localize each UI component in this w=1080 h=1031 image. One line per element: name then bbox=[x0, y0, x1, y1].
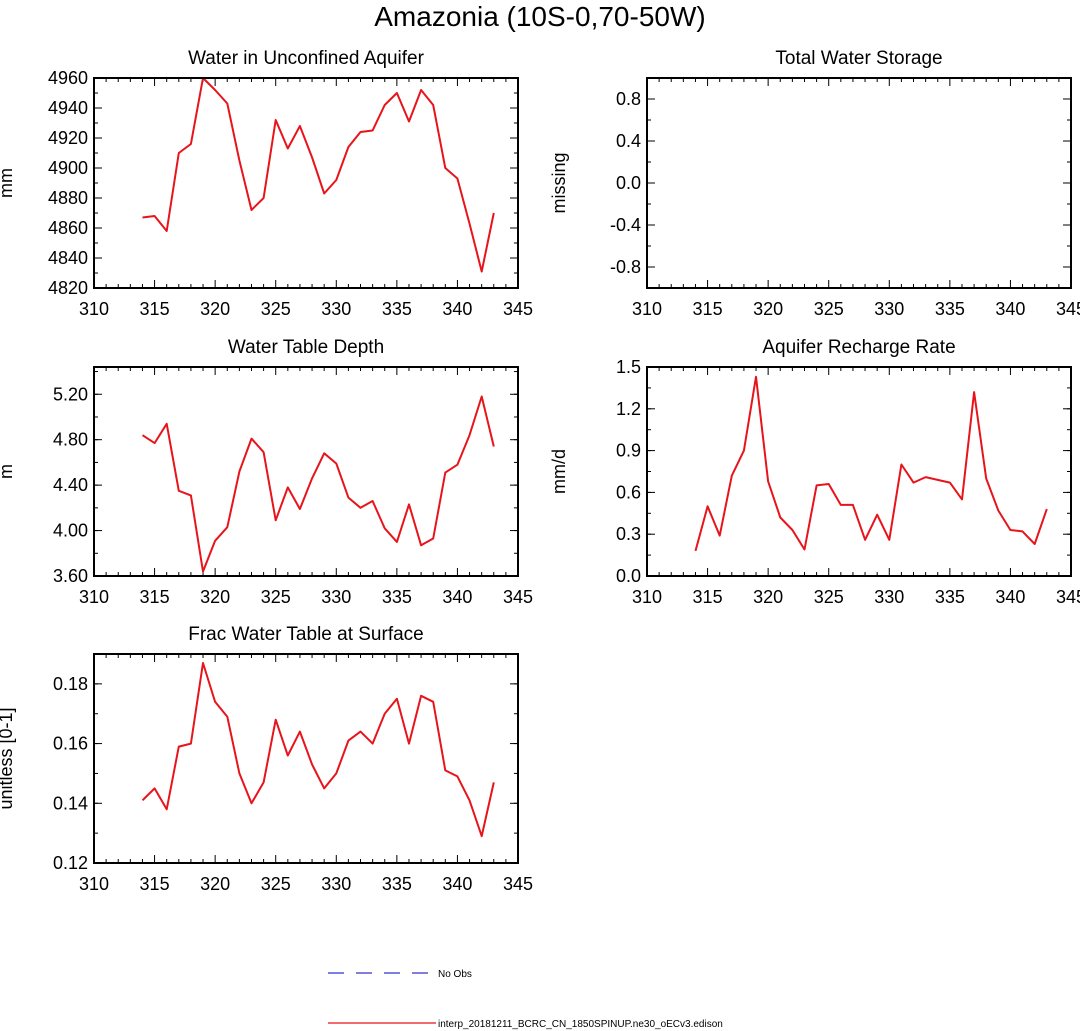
plot-frame bbox=[646, 366, 1072, 577]
figure-title: Amazonia (10S-0,70-50W) bbox=[374, 1, 706, 32]
x-tick-label: 345 bbox=[1056, 299, 1080, 319]
y-tick-label: 1.5 bbox=[616, 357, 641, 377]
y-axis-label: mm bbox=[0, 168, 16, 198]
panel-3: Water Table Depth m 310 315 320 325 330 335 340 3… bbox=[0, 337, 533, 607]
x-tick-label: 315 bbox=[140, 587, 170, 607]
legend-label-case: interp_20181211_BCRC_CN_1850SPINUP.ne30_… bbox=[438, 1019, 723, 1030]
y-axis-label: m bbox=[0, 464, 16, 479]
y-axis-label: missing bbox=[549, 152, 569, 213]
x-tick-label: 330 bbox=[874, 299, 904, 319]
plot-frame bbox=[93, 653, 519, 864]
x-tick-label: 315 bbox=[693, 299, 723, 319]
x-tick-label: 310 bbox=[79, 299, 109, 319]
x-tick-label: 330 bbox=[321, 587, 351, 607]
plot-frame bbox=[646, 77, 1072, 289]
x-tick-label: 335 bbox=[935, 587, 965, 607]
x-tick-label: 340 bbox=[995, 587, 1025, 607]
y-tick-label: 4960 bbox=[48, 68, 88, 88]
x-tick-label: 325 bbox=[261, 587, 291, 607]
y-tick-label: 0.0 bbox=[616, 566, 641, 586]
y-tick-label: 0.8 bbox=[616, 89, 641, 109]
y-tick-label: 0.9 bbox=[616, 441, 641, 461]
x-tick-label: 310 bbox=[79, 587, 109, 607]
x-tick-label: 340 bbox=[442, 874, 472, 894]
y-tick-label: -0.4 bbox=[610, 215, 641, 235]
panel-1: Water in Unconfined Aquifer mm 310 315 320 32… bbox=[0, 48, 533, 319]
x-tick-label: 325 bbox=[261, 299, 291, 319]
x-tick-label: 310 bbox=[632, 299, 662, 319]
panel-4: Aquifer Recharge Rate mm/d 310 315 320 325 330… bbox=[549, 337, 1080, 607]
series-line-1 bbox=[694, 375, 1048, 552]
y-tick-label: 0.4 bbox=[616, 131, 641, 151]
y-tick-label: 4820 bbox=[48, 278, 88, 298]
series-line-1 bbox=[141, 662, 495, 838]
legend-label-no-obs: No Obs bbox=[438, 969, 472, 980]
plot-frame bbox=[93, 366, 519, 577]
panel-title: Frac Water Table at Surface bbox=[188, 624, 424, 645]
y-tick-label: 4940 bbox=[48, 98, 88, 118]
x-tick-label: 325 bbox=[814, 587, 844, 607]
panel-title: Aquifer Recharge Rate bbox=[762, 337, 955, 358]
x-tick-label: 335 bbox=[382, 299, 412, 319]
y-tick-label: 4840 bbox=[48, 248, 88, 268]
y-tick-label: 3.60 bbox=[53, 566, 88, 586]
x-tick-label: 315 bbox=[693, 587, 723, 607]
x-tick-label: 335 bbox=[382, 874, 412, 894]
x-tick-label: 335 bbox=[382, 587, 412, 607]
y-tick-label: 0.6 bbox=[616, 482, 641, 502]
x-tick-label: 345 bbox=[503, 587, 533, 607]
x-tick-label: 345 bbox=[1056, 587, 1080, 607]
x-tick-label: 330 bbox=[321, 874, 351, 894]
x-tick-label: 325 bbox=[261, 874, 291, 894]
legend: No Obs interp_20181211_BCRC_CN_1850SPINU… bbox=[328, 969, 723, 1030]
y-tick-label: 0.18 bbox=[53, 674, 88, 694]
y-tick-label: 0.16 bbox=[53, 734, 88, 754]
panel-title: Total Water Storage bbox=[775, 48, 942, 69]
panel-title: Water in Unconfined Aquifer bbox=[188, 48, 425, 69]
plot-frame bbox=[93, 77, 519, 289]
y-tick-label: -0.8 bbox=[610, 257, 641, 277]
x-tick-label: 340 bbox=[995, 299, 1025, 319]
y-tick-label: 0.0 bbox=[616, 173, 641, 193]
y-tick-label: 0.12 bbox=[53, 853, 88, 873]
y-tick-label: 4860 bbox=[48, 218, 88, 238]
x-tick-label: 315 bbox=[140, 874, 170, 894]
x-tick-label: 320 bbox=[200, 299, 230, 319]
x-tick-label: 335 bbox=[935, 299, 965, 319]
panel-title: Water Table Depth bbox=[228, 337, 384, 358]
x-tick-label: 345 bbox=[503, 874, 533, 894]
panel-2: Total Water Storage missing 310 315 320 325 33… bbox=[549, 48, 1080, 319]
panel-5: Frac Water Table at Surface unitless [0-1… bbox=[0, 624, 533, 894]
y-tick-label: 1.2 bbox=[616, 399, 641, 419]
x-tick-label: 325 bbox=[814, 299, 844, 319]
y-tick-label: 5.20 bbox=[53, 384, 88, 404]
x-tick-label: 320 bbox=[753, 299, 783, 319]
x-tick-label: 310 bbox=[79, 874, 109, 894]
y-tick-label: 4920 bbox=[48, 128, 88, 148]
x-tick-label: 315 bbox=[140, 299, 170, 319]
x-tick-label: 330 bbox=[874, 587, 904, 607]
y-tick-label: 0.14 bbox=[53, 793, 88, 813]
x-tick-label: 340 bbox=[442, 299, 472, 319]
y-tick-label: 4900 bbox=[48, 158, 88, 178]
x-tick-label: 330 bbox=[321, 299, 351, 319]
x-tick-label: 320 bbox=[200, 587, 230, 607]
panels: Water in Unconfined Aquifer mm 310 315 320 32… bbox=[0, 48, 1080, 894]
series-line-1 bbox=[142, 77, 495, 273]
y-tick-label: 4.80 bbox=[53, 430, 88, 450]
y-tick-label: 0.3 bbox=[616, 524, 641, 544]
y-axis-label: unitless [0-1] bbox=[0, 707, 16, 809]
y-axis-label: mm/d bbox=[549, 449, 569, 494]
series-line-1 bbox=[141, 395, 495, 573]
y-tick-label: 4880 bbox=[48, 188, 88, 208]
x-tick-label: 345 bbox=[503, 299, 533, 319]
y-tick-label: 4.00 bbox=[53, 521, 88, 541]
x-tick-label: 320 bbox=[753, 587, 783, 607]
y-tick-label: 4.40 bbox=[53, 475, 88, 495]
x-tick-label: 340 bbox=[442, 587, 472, 607]
x-tick-label: 310 bbox=[632, 587, 662, 607]
x-tick-label: 320 bbox=[200, 874, 230, 894]
